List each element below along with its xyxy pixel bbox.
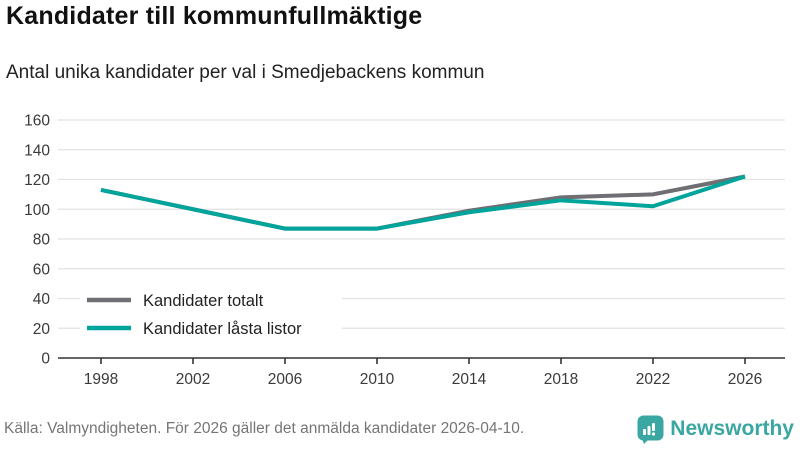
- y-tick-label: 20: [33, 321, 51, 338]
- newsworthy-icon: [637, 415, 664, 444]
- y-tick-label: 40: [33, 291, 51, 308]
- series-line-1: [100, 174, 746, 231]
- y-tick-label: 120: [24, 172, 50, 189]
- series-lines: [100, 174, 746, 231]
- brand-name: Newsworthy: [670, 417, 794, 440]
- page-title: Kandidater till kommunfullmäktige: [6, 2, 423, 30]
- legend: Kandidater totalt Kandidater låsta listo…: [80, 285, 342, 347]
- x-tick-label: 2014: [452, 371, 487, 388]
- x-tick-label: 2018: [544, 371, 578, 388]
- chart-subtitle: Antal unika kandidater per val i Smedjeb…: [6, 62, 485, 83]
- y-tick-label: 0: [41, 351, 50, 368]
- x-tick-label: 1998: [84, 371, 118, 388]
- x-tick-label: 2006: [268, 371, 302, 388]
- source-note: Källa: Valmyndigheten. För 2026 gäller d…: [4, 420, 525, 437]
- x-axis: 1998 2002 2006 2010 2014 2018 2022 2026: [84, 358, 762, 388]
- line-chart: 0 20 40 60 80 100 120 140 160 1998 2002 2006 2010 20…: [24, 113, 785, 388]
- legend-label-lasta: Kandidater låsta listor: [143, 320, 302, 338]
- legend-label-totalt: Kandidater totalt: [143, 292, 264, 310]
- y-tick-label: 60: [33, 261, 51, 278]
- x-tick-label: 2010: [360, 371, 395, 388]
- x-tick-label: 2026: [728, 371, 762, 388]
- y-tick-label: 100: [24, 202, 50, 219]
- x-tick-label: 2022: [636, 371, 670, 388]
- chart-footer: Källa: Valmyndigheten. För 2026 gäller d…: [0, 414, 800, 450]
- gridlines: 0 20 40 60 80 100 120 140 160: [24, 113, 785, 368]
- x-tick-label: 2002: [176, 371, 210, 388]
- legend-background: [80, 285, 342, 347]
- y-tick-label: 160: [24, 113, 50, 130]
- y-tick-label: 80: [33, 232, 51, 249]
- y-tick-label: 140: [24, 142, 50, 159]
- brand-logo: Newsworthy: [637, 415, 794, 444]
